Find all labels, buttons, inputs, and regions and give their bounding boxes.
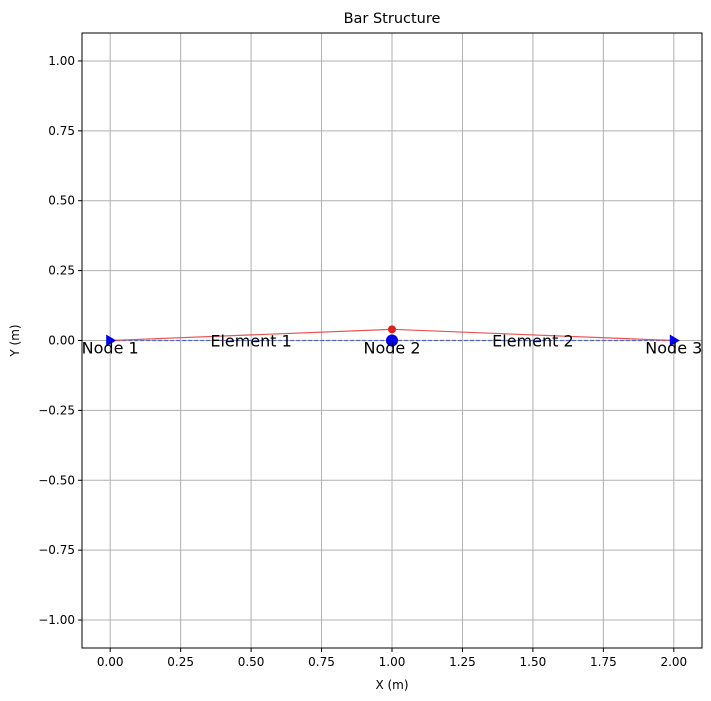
chart-title: Bar Structure [344,11,441,27]
y-tick-label: −0.25 [38,403,75,417]
x-tick-label: 2.00 [660,655,687,669]
marker-layer [106,325,680,347]
y-tick-label: 0.00 [48,334,75,348]
tick-layer: 0.00 0.25 0.50 0.75 1.00 1.25 1.50 1.75 2.00 −1.0… [38,54,687,669]
x-tick-label: 0.25 [167,655,194,669]
y-tick-label: −0.75 [38,543,75,557]
y-tick-label: −1.00 [38,613,75,627]
y-axis-title: Y (m) [8,324,22,357]
deformed-node-marker [388,325,396,334]
series-layer [110,328,674,342]
y-tick-label: 0.75 [48,124,75,138]
element-label: Element 1 [210,332,292,351]
y-tick-label: −0.50 [38,473,75,487]
x-axis-title: X (m) [375,678,408,692]
node-label: Node 3 [645,339,702,358]
y-tick-label: 0.25 [48,264,75,278]
node-marker-triangle [669,334,680,347]
x-tick-label: 0.50 [238,655,265,669]
x-tick-label: 1.25 [449,655,476,669]
element-label: Element 2 [492,332,574,351]
annotation-layer: Node 1 Node 2 Node 3 Element 1 Element 2 [82,332,703,358]
node-marker-triangle [106,334,117,347]
deformed-element-line [110,328,393,342]
x-tick-label: 1.50 [520,655,547,669]
node-label: Node 1 [82,339,139,358]
x-tick-label: 0.00 [97,655,124,669]
node-label: Node 2 [363,339,420,358]
node-marker-circle [386,334,398,347]
x-tick-label: 1.75 [590,655,617,669]
x-tick-label: 0.75 [308,655,335,669]
y-tick-label: 0.50 [48,194,75,208]
y-tick-label: 1.00 [48,54,75,68]
x-tick-label: 1.00 [379,655,406,669]
deformed-element-line [391,328,674,342]
